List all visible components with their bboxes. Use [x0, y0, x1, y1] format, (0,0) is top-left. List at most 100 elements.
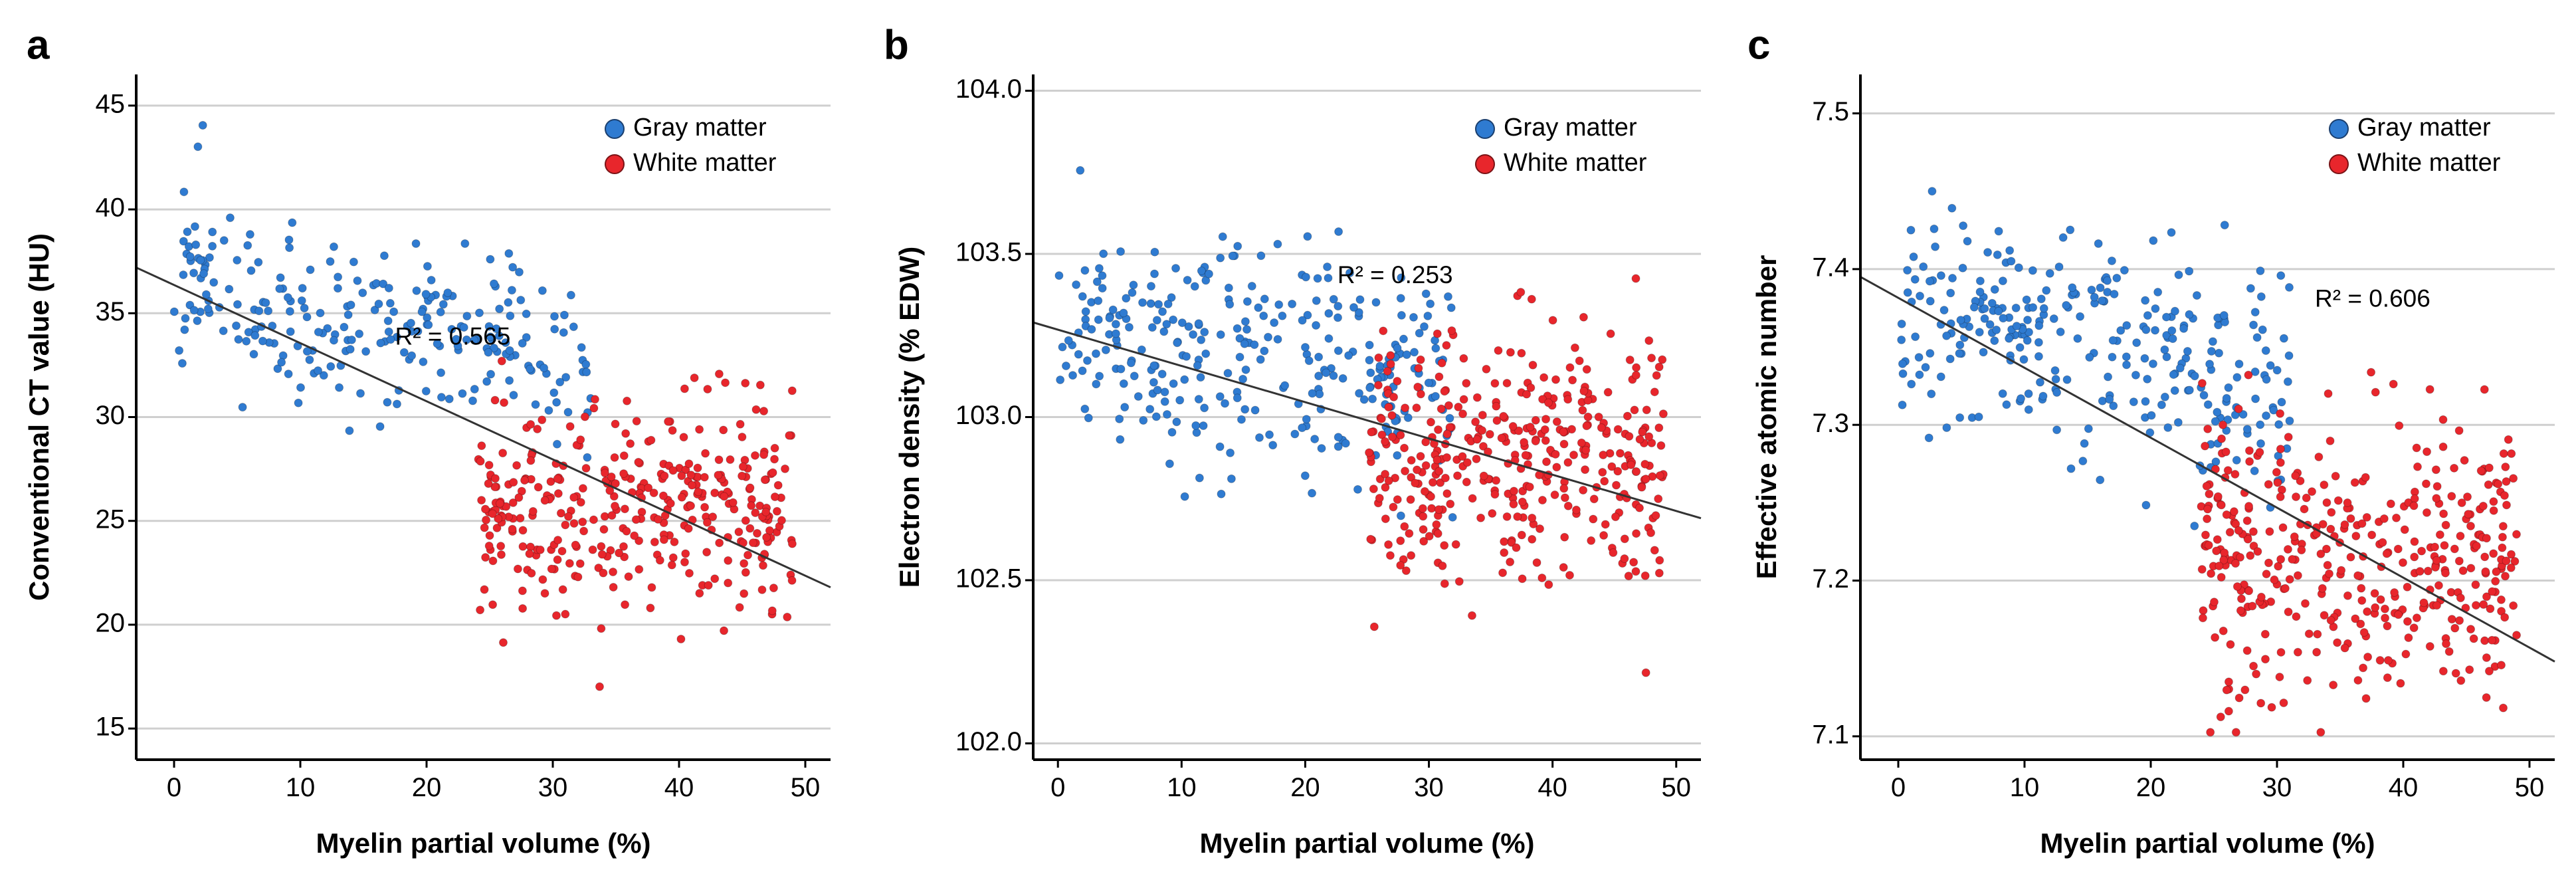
white-matter-point: [695, 425, 704, 434]
gray-matter-point: [370, 305, 379, 314]
white-matter-point: [2219, 556, 2229, 565]
white-matter-point: [1384, 540, 1393, 549]
gray-matter-point: [1338, 374, 1347, 383]
white-matter-point: [690, 373, 699, 382]
gray-matter-point: [1200, 403, 1209, 413]
gray-matter-point: [2232, 373, 2242, 382]
white-matter-point: [1578, 405, 1587, 415]
gray-matter-point: [1280, 381, 1290, 390]
white-matter-point: [534, 483, 543, 492]
white-matter-point: [1396, 536, 1405, 546]
gray-matter-point: [2078, 457, 2088, 466]
white-matter-point: [2219, 626, 2228, 635]
gray-matter-point: [326, 257, 335, 267]
white-matter-point: [1500, 537, 1509, 546]
gray-matter-point: [294, 398, 303, 407]
white-matter-point: [1479, 471, 1488, 481]
white-matter-point: [745, 483, 755, 492]
gray-matter-point: [1314, 352, 1324, 362]
gray-matter-point: [1094, 264, 1104, 273]
gray-matter-point: [504, 298, 513, 307]
gray-matter-point: [2098, 396, 2107, 405]
gray-matter-point: [1393, 344, 1402, 353]
white-matter-point: [2313, 629, 2322, 639]
white-matter-point: [741, 568, 750, 577]
gray-matter-point: [2220, 221, 2229, 230]
gray-matter-point: [2277, 397, 2286, 407]
white-matter-point: [2225, 528, 2234, 537]
white-matter-point: [2217, 500, 2226, 510]
white-matter-point: [2353, 571, 2363, 580]
white-matter-point: [668, 553, 678, 562]
white-matter-point: [490, 483, 500, 492]
white-matter-point: [477, 441, 486, 451]
white-matter-point: [2293, 647, 2302, 657]
regression-line: [136, 267, 831, 589]
white-matter-point: [2320, 480, 2329, 489]
gray-matter-point: [486, 332, 495, 342]
white-matter-point: [1647, 354, 1656, 363]
white-matter-point: [2438, 667, 2448, 676]
white-matter-point: [2197, 565, 2207, 574]
gray-matter-point: [1083, 356, 1092, 365]
white-matter-point: [1412, 403, 1421, 413]
white-matter-point: [1615, 449, 1625, 458]
white-matter-point: [2236, 594, 2246, 603]
white-matter-point: [533, 425, 542, 434]
white-matter-point: [724, 578, 733, 588]
white-matter-point: [1568, 376, 1577, 385]
gray-matter-point: [355, 329, 364, 338]
white-matter-point: [2442, 639, 2451, 649]
white-matter-point: [769, 584, 778, 593]
white-matter-point: [2340, 643, 2349, 653]
y-tick-label: 7.5: [1812, 97, 1849, 126]
white-matter-point: [2447, 615, 2456, 624]
white-matter-point: [687, 481, 696, 490]
white-matter-point: [644, 483, 653, 492]
gray-matter-point: [203, 304, 213, 314]
gray-matter-point: [412, 286, 421, 295]
gray-matter-point: [2190, 372, 2199, 381]
white-matter-point: [2465, 665, 2474, 675]
gray-matter-point: [1410, 348, 1419, 357]
white-matter-point: [1629, 558, 1638, 567]
legend: Gray matter White matter: [2329, 114, 2501, 177]
white-matter-point: [2444, 647, 2454, 656]
white-matter-point: [1540, 425, 1549, 434]
gray-matter-point: [1160, 397, 1169, 406]
white-matter-point: [619, 542, 628, 551]
white-matter-point: [741, 378, 750, 387]
gray-matter-point: [1094, 315, 1103, 324]
white-matter-point: [735, 603, 744, 612]
y-tick-label: 40: [96, 193, 126, 223]
white-matter-point: [594, 563, 603, 572]
white-matter-point: [1442, 429, 1452, 439]
gray-matter-point: [2183, 346, 2192, 356]
gray-matter-point: [1308, 489, 1317, 498]
y-tick-label: 7.2: [1812, 564, 1849, 594]
white-matter-point: [2318, 520, 2328, 529]
gray-matter-point: [1151, 412, 1161, 421]
gray-matter-point: [1254, 303, 1263, 312]
gray-matter-point: [1265, 430, 1274, 439]
gray-matter-point: [443, 288, 452, 298]
gray-matter-point: [2068, 283, 2077, 292]
white-matter-point: [762, 533, 771, 542]
gray-matter-point: [1228, 251, 1237, 261]
gray-matter-point: [1116, 435, 1125, 444]
white-matter-point: [2326, 436, 2335, 445]
gray-matter-point: [2279, 334, 2288, 343]
white-matter-point: [2213, 492, 2223, 501]
gray-matter-point: [2045, 269, 2054, 278]
white-matter-point: [2327, 508, 2336, 517]
gray-matter-point: [459, 323, 468, 332]
white-matter-point: [498, 638, 508, 647]
white-matter-point: [1440, 579, 1449, 588]
gray-matter-point: [1175, 395, 1185, 405]
white-matter-point: [2500, 613, 2510, 622]
white-matter-point: [488, 556, 498, 566]
gray-matter-point: [1898, 369, 1908, 378]
white-matter-point: [2279, 698, 2288, 707]
white-matter-point: [2425, 385, 2434, 394]
gray-matter-point: [2160, 392, 2169, 401]
